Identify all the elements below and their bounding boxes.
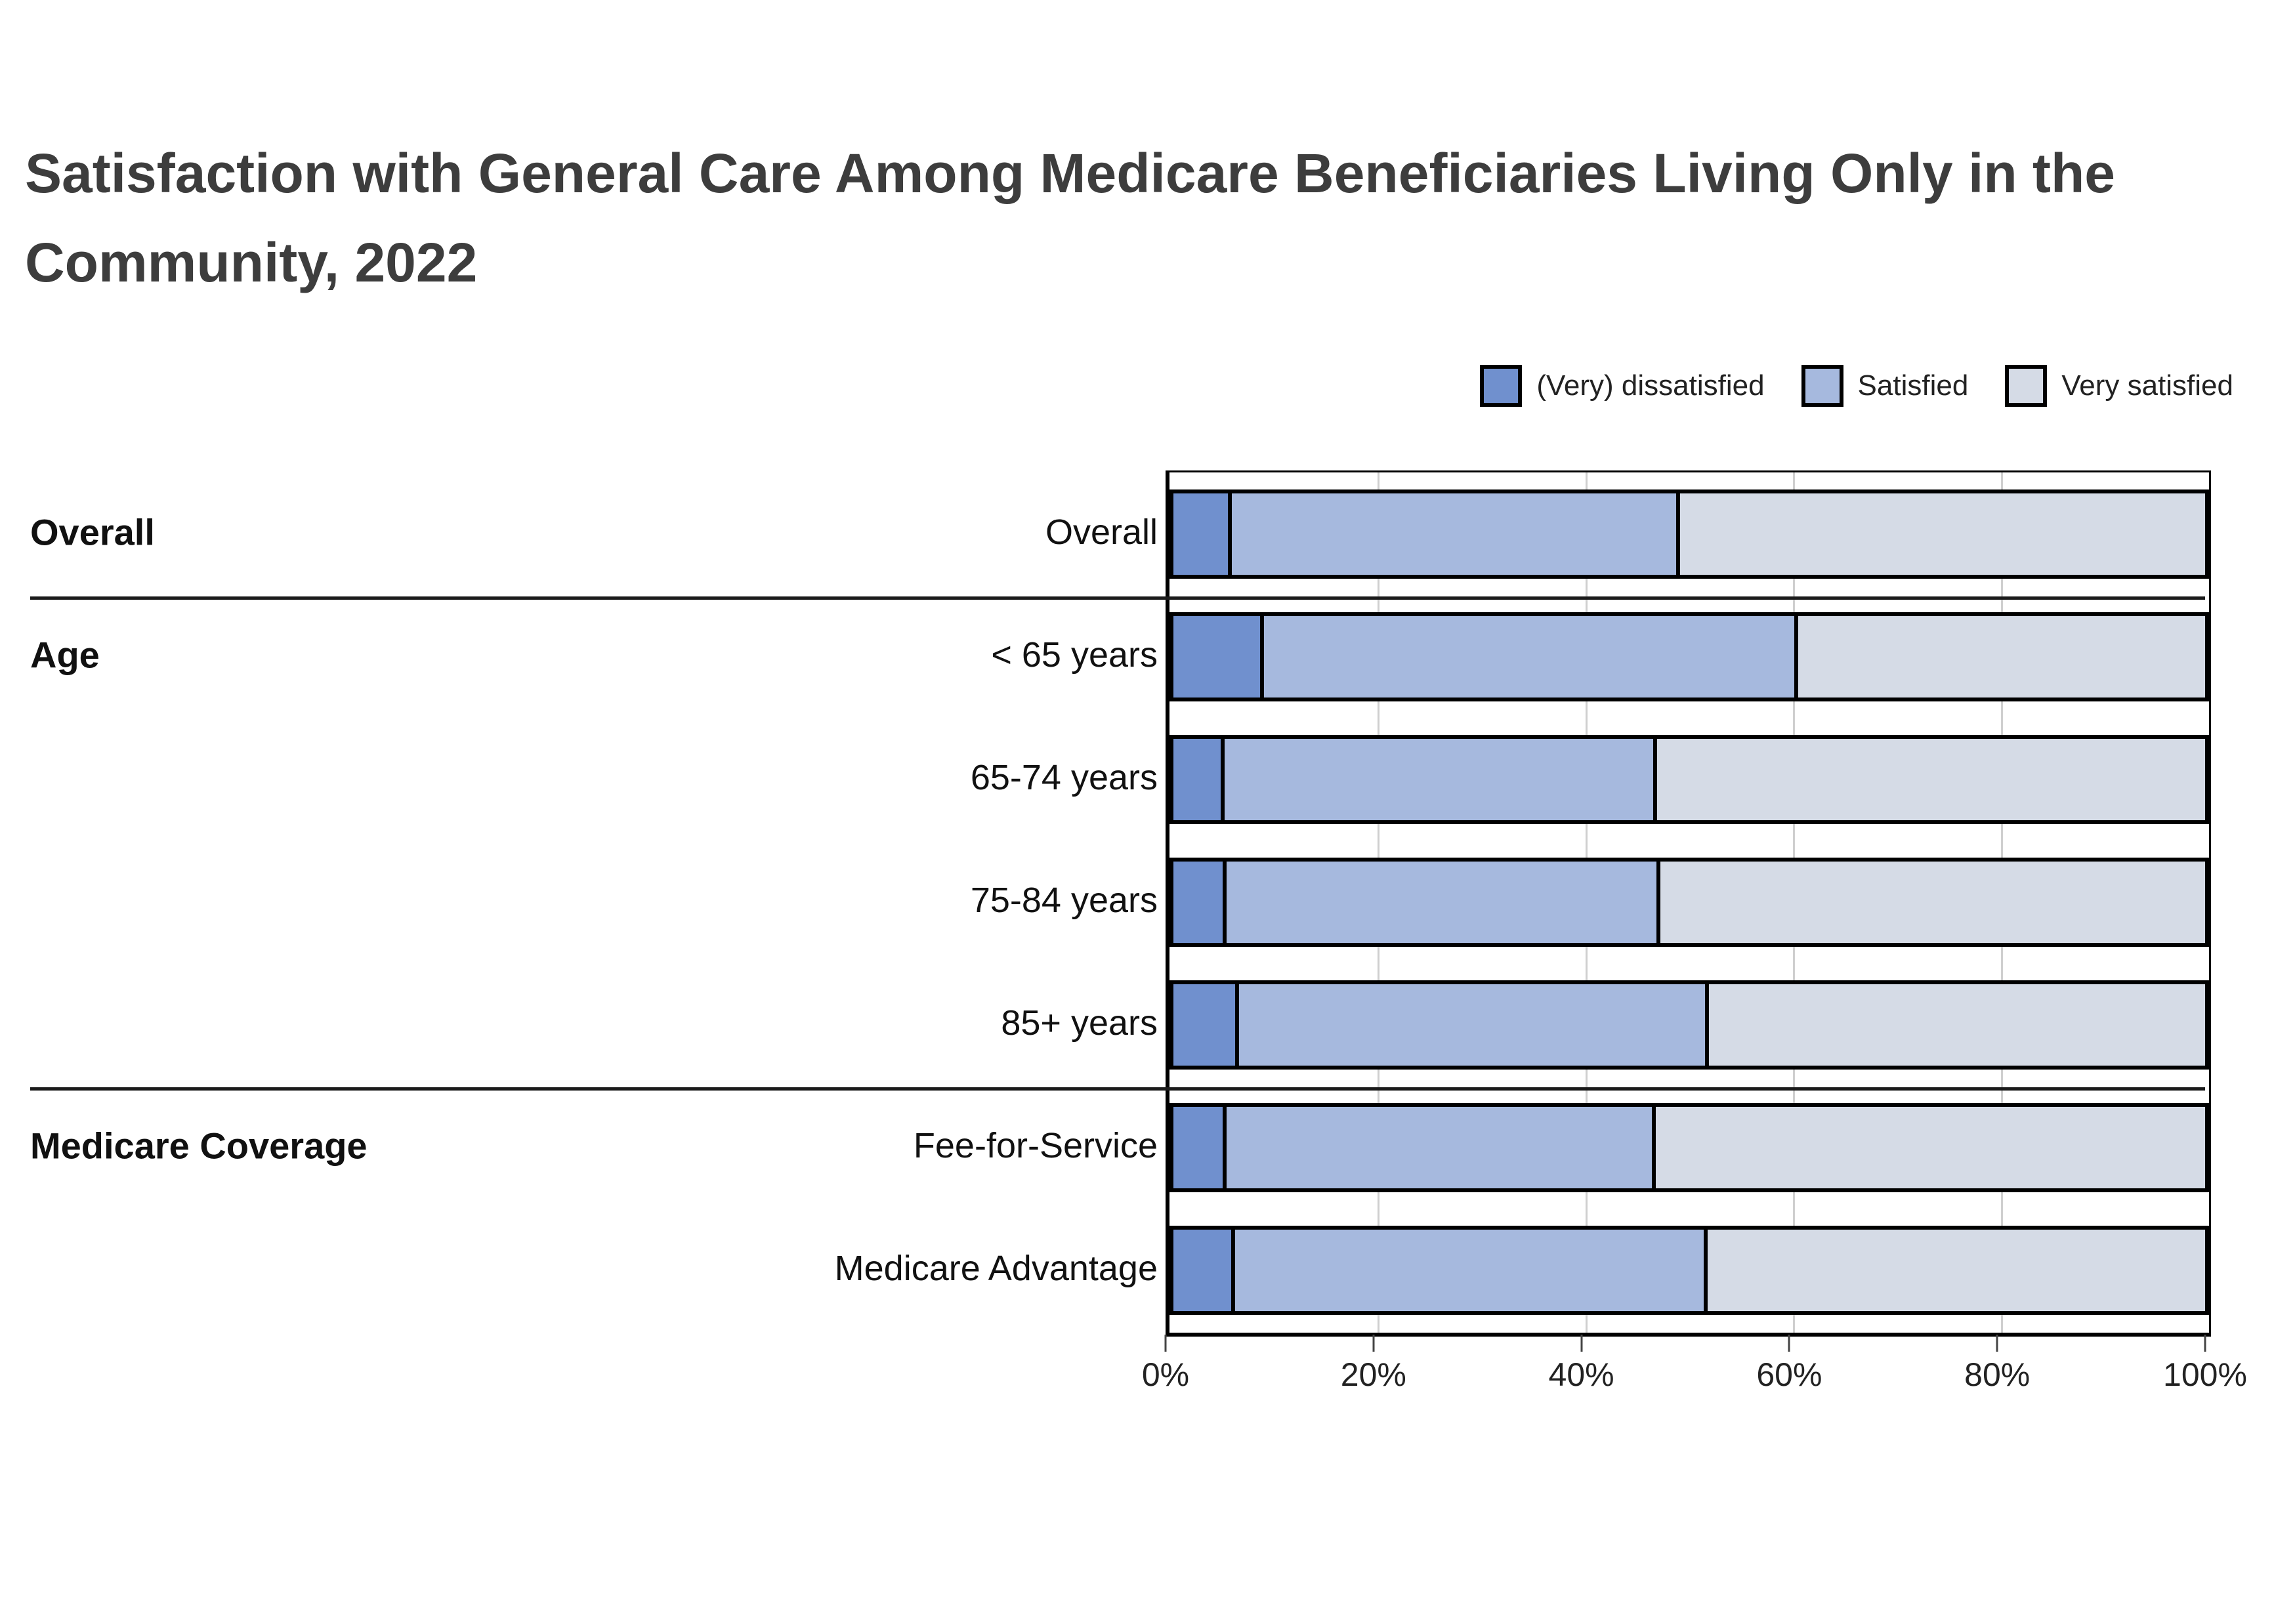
- bar-segment--very-dissatisfied: [1173, 862, 1223, 943]
- bar-segment--very-dissatisfied: [1173, 493, 1229, 575]
- bar-medicare-advantage: [1169, 1226, 2209, 1315]
- row-label: 75-84 years: [970, 881, 1158, 920]
- bar-segment--very-dissatisfied: [1173, 1230, 1232, 1311]
- bar-segment-very-satisfied: [1653, 739, 2205, 820]
- legend-label-dissatisfied: (Very) dissatisfied: [1536, 369, 1765, 402]
- row-label: 85+ years: [1001, 1003, 1158, 1043]
- chart-title-line1: Satisfaction with General Care Among Med…: [25, 142, 2116, 204]
- group-separator: [30, 1087, 2205, 1091]
- bar-segment--very-dissatisfied: [1173, 739, 1221, 820]
- bar-segment-satisfied: [1235, 984, 1705, 1066]
- bar-75-84-years: [1169, 858, 2209, 947]
- x-tick-label: 80%: [1964, 1356, 2031, 1393]
- x-tick-mark: [1996, 1335, 1998, 1352]
- legend-swatch-dissatisfied: [1480, 365, 1523, 407]
- bar-fee-for-service: [1169, 1103, 2209, 1192]
- bar-segment-very-satisfied: [1794, 616, 2205, 697]
- group-separator: [30, 596, 2205, 600]
- bar-segment-very-satisfied: [1675, 493, 2205, 575]
- x-tick-label: 0%: [1141, 1356, 1190, 1393]
- bar-segment-satisfied: [1223, 862, 1656, 943]
- bar-segment-satisfied: [1228, 493, 1676, 575]
- bar-segment-very-satisfied: [1704, 1230, 2205, 1311]
- x-tick-mark: [1372, 1335, 1375, 1352]
- legend-swatch-very-satisfied: [2005, 365, 2048, 407]
- legend-swatch-satisfied: [1801, 365, 1843, 407]
- group-label: Age: [30, 634, 100, 676]
- plot-area: [1166, 470, 2211, 1337]
- bar-85-years: [1169, 980, 2209, 1070]
- x-tick-label: 60%: [1756, 1356, 1822, 1393]
- legend: (Very) dissatisfied Satisfied Very satis…: [1480, 365, 2233, 407]
- bar-segment-satisfied: [1260, 616, 1795, 697]
- bar-segment-very-satisfied: [1652, 1107, 2205, 1188]
- group-label: Overall: [30, 511, 155, 553]
- chart-title-line2: Community, 2022: [25, 232, 478, 293]
- x-tick-mark: [1580, 1335, 1583, 1352]
- legend-item-very-satisfied: Very satisfied: [2005, 365, 2233, 407]
- row-label: < 65 years: [991, 635, 1158, 675]
- bar-segment-satisfied: [1231, 1230, 1704, 1311]
- row-label: Medicare Advantage: [834, 1249, 1158, 1288]
- bar-overall: [1169, 489, 2209, 579]
- bar-segment--very-dissatisfied: [1173, 616, 1261, 697]
- x-tick-mark: [2204, 1335, 2206, 1352]
- legend-label-very-satisfied: Very satisfied: [2061, 369, 2233, 402]
- x-tick-mark: [1164, 1335, 1167, 1352]
- chart-title: Satisfaction with General Care Among Med…: [25, 129, 2115, 307]
- bar-segment-satisfied: [1221, 739, 1653, 820]
- x-tick-label: 40%: [1548, 1356, 1614, 1393]
- row-label: Overall: [1045, 512, 1158, 552]
- bar-segment--very-dissatisfied: [1173, 984, 1236, 1066]
- bar-segment-very-satisfied: [1704, 984, 2205, 1066]
- group-label: Medicare Coverage: [30, 1125, 368, 1167]
- bar-65-74-years: [1169, 735, 2209, 824]
- legend-item-dissatisfied: (Very) dissatisfied: [1480, 365, 1765, 407]
- bar-segment-satisfied: [1223, 1107, 1653, 1188]
- row-label: 65-74 years: [970, 758, 1158, 797]
- bar--65-years: [1169, 612, 2209, 701]
- row-label: Fee-for-Service: [913, 1126, 1158, 1165]
- legend-label-satisfied: Satisfied: [1857, 369, 1969, 402]
- legend-item-satisfied: Satisfied: [1801, 365, 1969, 407]
- bar-segment-very-satisfied: [1656, 862, 2205, 943]
- x-tick-label: 100%: [2163, 1356, 2247, 1393]
- x-tick-label: 20%: [1340, 1356, 1406, 1393]
- bar-segment--very-dissatisfied: [1173, 1107, 1223, 1188]
- x-tick-mark: [1788, 1335, 1790, 1352]
